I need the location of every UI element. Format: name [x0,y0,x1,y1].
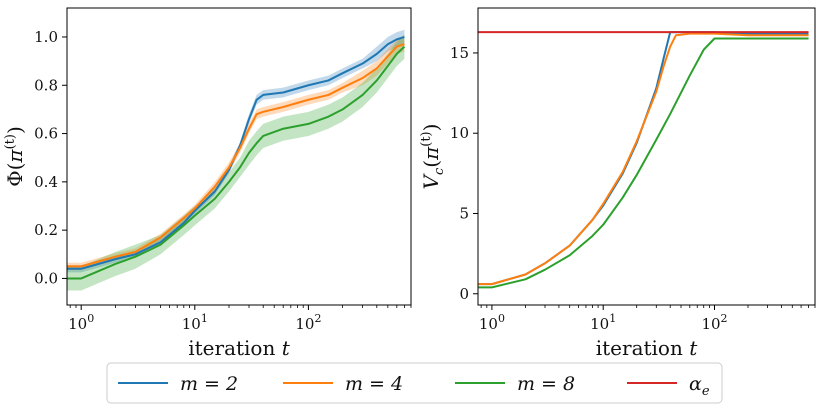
x-tick-label: 101 [590,312,616,333]
series-line-m=4 [478,32,809,286]
legend-label: m = 8 [517,373,575,395]
plot-area [478,31,809,289]
x-tick-label: 102 [701,312,727,333]
series-line-m=8 [478,37,809,289]
band-m=8 [67,34,405,291]
y-tick-label: 0 [459,285,469,303]
band-m=2 [67,29,405,273]
x-tick-label: 101 [182,312,208,333]
y-axis-label: Φ(π(t)) [3,126,27,187]
series-line-m=2 [67,36,405,270]
series-line-m=8 [67,45,406,280]
y-tick-label: 1.0 [34,28,58,46]
axes-frame [66,7,412,306]
y-tick-label: 0.6 [34,125,58,143]
legend: m = 2 m = 4 m = 8 αe [106,362,723,404]
series-line-m=4 [67,43,405,268]
x-tick-label: 100 [479,312,505,333]
y-tick-label: 0.4 [34,173,58,191]
y-tick-label: 0.8 [34,76,58,94]
legend-label: m = 2 [180,373,238,395]
x-tick-label: 102 [295,312,321,333]
legend-frame [106,362,723,404]
x-axis-label: iteration t [188,336,290,360]
axes-frame [477,7,816,306]
y-tick-label: 15 [450,44,469,62]
x-axis-label: iteration t [596,336,698,360]
y-tick-label: 5 [459,204,469,222]
y-tick-label: 0.0 [34,269,58,287]
y-tick-label: 10 [450,124,469,142]
x-tick-label: 100 [68,312,94,333]
y-tick-label: 0.2 [34,221,58,239]
legend-label: αe [689,373,710,399]
plot-area [67,29,406,291]
legend-label: m = 4 [345,373,403,395]
series-line-m=2 [478,31,809,286]
y-axis-label: Vc(π(t)) [419,124,447,190]
